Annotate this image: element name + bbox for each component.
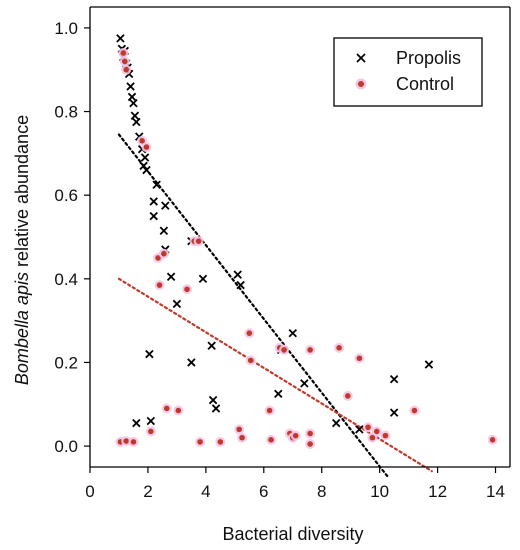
x-tick-label: 10	[370, 482, 389, 501]
control-point	[245, 355, 256, 366]
propolis-point	[389, 374, 399, 384]
control-point	[305, 439, 316, 449]
tick-layer: 0 2 4 6 8 10 12 14 0.0 0.2 0.4 0.6 0.8 1.0	[54, 19, 505, 501]
propolis-point	[236, 280, 245, 290]
propolis-point	[149, 211, 158, 221]
x-tick-label: 14	[486, 482, 505, 501]
propolis-point	[132, 117, 141, 127]
x-tick-label: 2	[143, 482, 152, 501]
control-point	[409, 405, 420, 416]
control-point	[342, 390, 353, 401]
propolis-point	[161, 201, 170, 210]
trendline-layer	[117, 133, 433, 479]
propolis-point	[288, 328, 297, 338]
propolis-point	[139, 161, 148, 171]
propolis-point	[172, 299, 182, 309]
propolis-point	[355, 425, 364, 434]
control-point	[121, 436, 132, 447]
control-point	[279, 344, 290, 355]
x-tick-label: 8	[317, 482, 326, 501]
control-point	[158, 248, 169, 259]
propolis-point	[142, 165, 151, 175]
propolis-point	[149, 197, 158, 206]
propolis-point	[127, 92, 137, 102]
control-point	[305, 428, 316, 439]
y-tick-label: 0.8	[54, 103, 78, 122]
control-point	[141, 142, 152, 153]
y-axis-label-rest: relative abundance	[12, 115, 32, 272]
control-point	[154, 280, 165, 291]
control-point	[367, 432, 378, 443]
control-point	[354, 353, 365, 364]
x-axis-label: Bacterial diversity	[222, 524, 363, 544]
data-point-layer	[115, 34, 498, 449]
propolis-point	[132, 418, 141, 428]
propolis-point	[152, 180, 161, 189]
x-tick-label: 4	[201, 482, 210, 501]
y-axis-label: Bombella apis relative abundance	[12, 115, 32, 385]
propolis-point	[208, 395, 218, 405]
control-point	[380, 430, 391, 441]
control-point	[264, 405, 275, 416]
legend: Propolis Control	[333, 37, 483, 107]
control-point	[215, 436, 226, 447]
y-tick-label: 0.2	[54, 353, 78, 372]
control-point	[234, 424, 245, 435]
control-point	[145, 426, 156, 437]
propolis-point	[140, 153, 150, 162]
control-point	[305, 344, 316, 355]
y-tick-label: 1.0	[54, 19, 78, 38]
control-point	[182, 284, 193, 295]
propolis-point	[233, 270, 242, 279]
control-point	[290, 430, 301, 441]
control-point	[363, 422, 374, 433]
x-tick-label: 12	[428, 482, 447, 501]
propolis-point	[207, 341, 216, 350]
propolis-point	[166, 272, 176, 281]
propolis-point	[187, 358, 196, 367]
trendline-propolis	[117, 133, 390, 479]
propolis-point	[130, 111, 140, 120]
propolis-point	[274, 389, 283, 399]
control-point	[195, 436, 206, 447]
axis-layer	[89, 6, 511, 468]
propolis-point	[116, 34, 125, 43]
y-tick-label: 0.4	[54, 270, 78, 289]
y-tick-label: 0.6	[54, 186, 78, 205]
control-point	[266, 434, 277, 445]
x-tick-label: 0	[85, 482, 94, 501]
control-point	[121, 64, 132, 75]
control-point	[193, 236, 204, 247]
propolis-point	[146, 416, 156, 426]
legend-marker-control	[355, 78, 367, 90]
propolis-point	[331, 418, 341, 428]
control-point	[128, 436, 139, 447]
legend-label-propolis: Propolis	[396, 48, 461, 68]
propolis-point	[389, 408, 399, 417]
y-tick-label: 0.0	[54, 437, 78, 456]
propolis-point	[424, 360, 434, 369]
control-point	[161, 403, 172, 414]
legend-marker-propolis	[356, 53, 366, 63]
control-point	[334, 342, 345, 353]
control-point	[237, 432, 248, 443]
propolis-point	[129, 98, 138, 108]
propolis-point	[126, 82, 135, 91]
legend-box	[333, 37, 483, 107]
y-axis-label-italic: Bombella apis	[12, 272, 32, 385]
control-point	[173, 405, 184, 416]
control-point	[487, 434, 498, 445]
propolis-point	[198, 274, 208, 284]
trendline-control	[117, 277, 433, 473]
control-point	[118, 48, 129, 58]
legend-label-control: Control	[396, 74, 454, 94]
propolis-point	[211, 404, 221, 413]
x-tick-label: 6	[259, 482, 268, 501]
control-point	[244, 328, 255, 339]
propolis-point	[159, 226, 169, 235]
propolis-point	[300, 379, 309, 388]
control-point	[119, 56, 130, 67]
propolis-point	[145, 349, 154, 359]
